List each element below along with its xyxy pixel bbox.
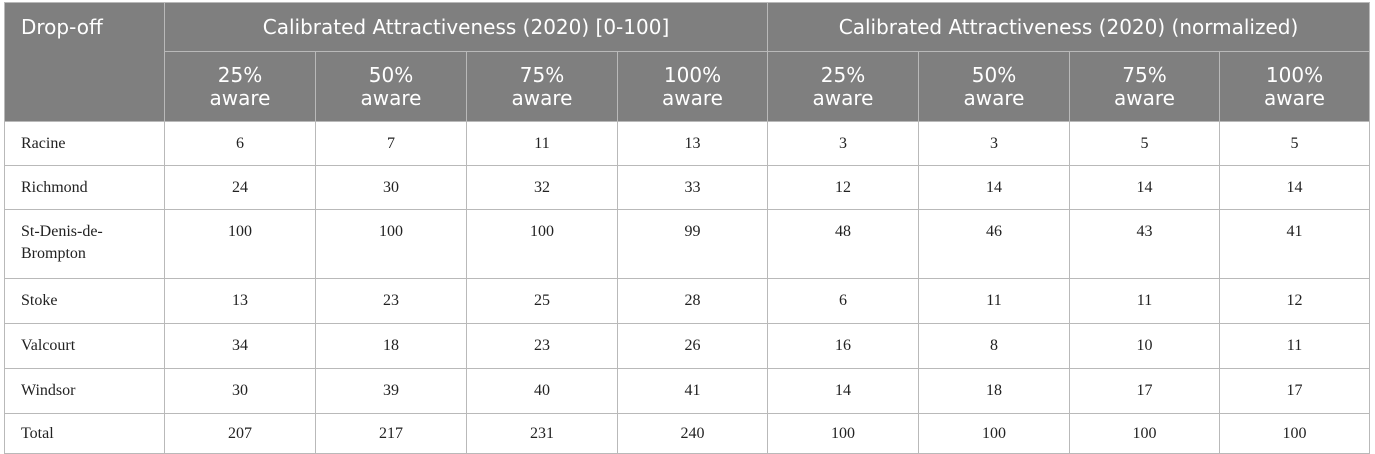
table-header: Drop-off Calibrated Attractiveness (2020… <box>4 2 1371 122</box>
table-cell: 14 <box>1218 165 1371 210</box>
subheader-percent: 50% <box>368 63 414 87</box>
table-cell: 11 <box>1069 278 1220 324</box>
table-cell: 100 <box>918 413 1070 454</box>
table-cell: 11 <box>1218 323 1371 369</box>
table-cell: 32 <box>466 165 618 210</box>
table-cell: 23 <box>466 323 618 369</box>
table-cell: 26 <box>617 323 768 369</box>
table-cell: 100 <box>1069 413 1220 454</box>
subheader-aware: aware <box>662 86 723 110</box>
table-cell: 100 <box>1218 413 1371 454</box>
subheader-25-aware: 25% aware <box>164 51 316 122</box>
table-cell: 17 <box>1218 368 1371 414</box>
table-cell: 13 <box>617 121 768 166</box>
table-cell: 100 <box>164 209 316 279</box>
table-row: Richmond 24 30 32 33 12 14 14 14 <box>4 165 1371 210</box>
table-cell: 207 <box>164 413 316 454</box>
table-cell: 17 <box>1069 368 1220 414</box>
table-row: Windsor 30 39 40 41 14 18 17 17 <box>4 368 1371 414</box>
row-label: St-Denis-de-Brompton <box>4 209 165 279</box>
table-cell: 33 <box>617 165 768 210</box>
table-cell: 11 <box>918 278 1070 324</box>
header-sub-row: 25% aware 50% aware 75% aware 100% aware 25%… <box>5 51 1371 122</box>
table-cell: 5 <box>1218 121 1371 166</box>
table-cell: 24 <box>164 165 316 210</box>
subheader-100-aware: 100% aware <box>617 51 768 122</box>
subheader-aware: aware <box>209 86 271 110</box>
subheader-percent: 100% <box>1265 63 1324 87</box>
subheader-percent: 25% <box>217 63 263 87</box>
table-cell: 14 <box>1069 165 1220 210</box>
subheader-50-aware-normalized: 50% aware <box>918 51 1070 122</box>
table-cell: 13 <box>164 278 316 324</box>
table-cell: 231 <box>466 413 618 454</box>
group-header-0-100: Calibrated Attractiveness (2020) [0-100] <box>164 2 768 52</box>
table-cell: 99 <box>617 209 768 279</box>
table-cell: 6 <box>767 278 919 324</box>
table-cell: 100 <box>315 209 467 279</box>
header-group-row: Drop-off Calibrated Attractiveness (2020… <box>4 2 1371 122</box>
table-cell: 30 <box>315 165 467 210</box>
table-cell: 41 <box>1218 209 1371 279</box>
subheader-aware: aware <box>1114 86 1175 110</box>
table-cell: 43 <box>1069 209 1220 279</box>
table-cell: 18 <box>918 368 1070 414</box>
subheader-percent: 50% <box>971 63 1017 87</box>
subheader-percent: 100% <box>663 63 722 87</box>
table-cell: 14 <box>767 368 919 414</box>
subheader-aware: aware <box>963 86 1025 110</box>
table-row: Stoke 13 23 25 28 6 11 11 12 <box>4 278 1371 324</box>
subheader-percent: 25% <box>820 63 866 87</box>
table-cell: 11 <box>466 121 618 166</box>
row-label: Richmond <box>4 165 165 210</box>
row-label: Windsor <box>4 368 165 414</box>
table-cell: 3 <box>767 121 919 166</box>
drop-off-column-header: Drop-off <box>4 2 165 122</box>
table-cell: 100 <box>466 209 618 279</box>
table-cell: 7 <box>315 121 467 166</box>
row-label: Valcourt <box>4 323 165 369</box>
table-cell: 48 <box>767 209 919 279</box>
subheader-75-aware: 75% aware <box>466 51 618 122</box>
subheader-percent: 75% <box>519 63 565 87</box>
subheader-aware: aware <box>812 86 874 110</box>
table-cell: 16 <box>767 323 919 369</box>
table-cell: 41 <box>617 368 768 414</box>
row-label: Total <box>4 413 165 454</box>
subheader-aware: aware <box>511 86 573 110</box>
table-cell: 8 <box>918 323 1070 369</box>
table-cell: 18 <box>315 323 467 369</box>
subheader-aware: aware <box>1264 86 1325 110</box>
subheader-aware: aware <box>360 86 422 110</box>
table-cell: 39 <box>315 368 467 414</box>
row-label: Stoke <box>4 278 165 324</box>
table-cell: 3 <box>918 121 1070 166</box>
table-cell: 40 <box>466 368 618 414</box>
table-cell: 30 <box>164 368 316 414</box>
row-label: Racine <box>4 121 165 166</box>
table-cell: 14 <box>918 165 1070 210</box>
table-cell: 10 <box>1069 323 1220 369</box>
table-cell: 34 <box>164 323 316 369</box>
table-cell: 28 <box>617 278 768 324</box>
subheader-75-aware-normalized: 75% aware <box>1069 51 1220 122</box>
subheader-50-aware: 50% aware <box>315 51 467 122</box>
subheader-percent: 75% <box>1122 63 1167 87</box>
table-cell: 46 <box>918 209 1070 279</box>
table-body: Racine 6 7 11 13 3 3 5 5 Richmond 24 30 … <box>4 121 1371 454</box>
table-cell: 12 <box>1218 278 1371 324</box>
table-cell: 5 <box>1069 121 1220 166</box>
group-header-normalized: Calibrated Attractiveness (2020) (normal… <box>766 2 1371 52</box>
table-cell: 6 <box>164 121 316 166</box>
table-row-total: Total 207 217 231 240 100 100 100 100 <box>4 413 1371 454</box>
subheader-100-aware-normalized: 100% aware <box>1218 51 1371 122</box>
subheader-25-aware-normalized: 25% aware <box>767 51 919 122</box>
table-row: Racine 6 7 11 13 3 3 5 5 <box>4 121 1371 166</box>
table-cell: 25 <box>466 278 618 324</box>
attractiveness-table: Drop-off Calibrated Attractiveness (2020… <box>4 2 1371 454</box>
table-cell: 12 <box>767 165 919 210</box>
table-row: St-Denis-de-Brompton 100 100 100 99 48 4… <box>4 209 1371 279</box>
table-row: Valcourt 34 18 23 26 16 8 10 11 <box>4 323 1371 369</box>
table-cell: 23 <box>315 278 467 324</box>
